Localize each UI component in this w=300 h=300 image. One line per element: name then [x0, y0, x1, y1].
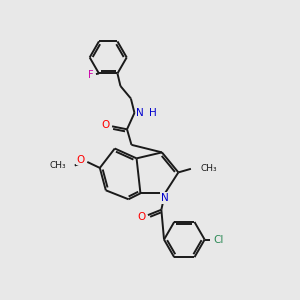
Text: Cl: Cl: [213, 235, 224, 244]
Text: CH₃: CH₃: [49, 161, 66, 170]
Text: O: O: [101, 120, 110, 130]
Text: O: O: [76, 154, 85, 165]
Text: F: F: [88, 70, 93, 80]
Text: H: H: [149, 108, 157, 118]
Text: N: N: [161, 193, 169, 203]
Text: O: O: [137, 212, 146, 222]
Text: CH₃: CH₃: [200, 164, 217, 173]
Text: N: N: [136, 108, 144, 118]
